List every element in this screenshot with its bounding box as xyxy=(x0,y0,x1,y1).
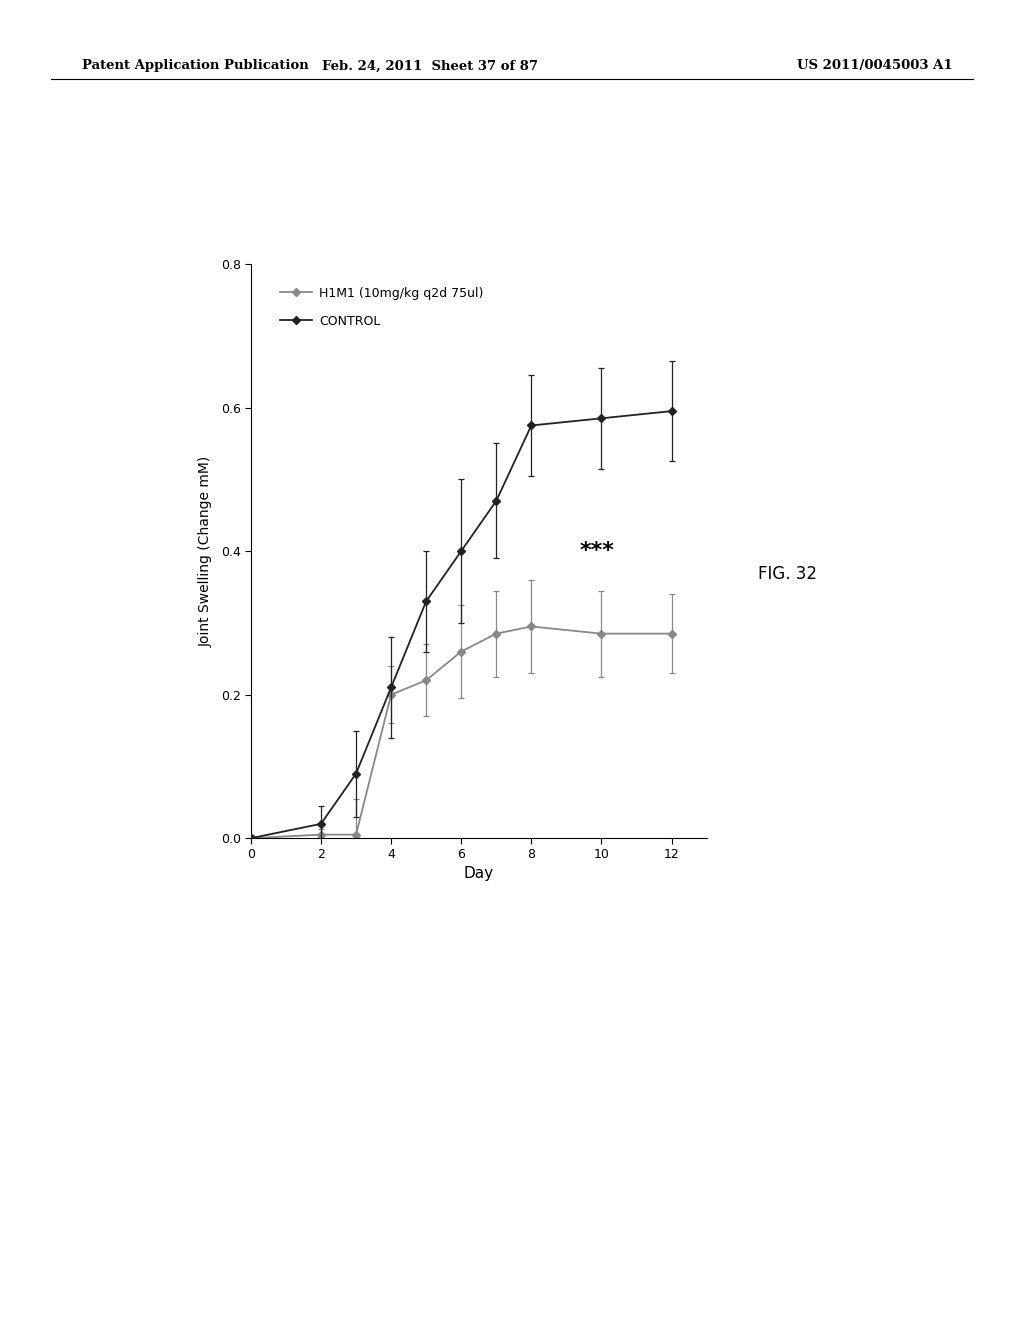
Text: FIG. 32: FIG. 32 xyxy=(758,565,817,583)
Text: US 2011/0045003 A1: US 2011/0045003 A1 xyxy=(797,59,952,73)
X-axis label: Day: Day xyxy=(464,866,494,882)
Text: Patent Application Publication: Patent Application Publication xyxy=(82,59,308,73)
Text: Feb. 24, 2011  Sheet 37 of 87: Feb. 24, 2011 Sheet 37 of 87 xyxy=(323,59,538,73)
Text: ***: *** xyxy=(580,541,614,561)
Y-axis label: Joint Swelling (Change mM): Joint Swelling (Change mM) xyxy=(199,455,213,647)
Legend: H1M1 (10mg/kg q2d 75ul), CONTROL: H1M1 (10mg/kg q2d 75ul), CONTROL xyxy=(275,281,488,333)
